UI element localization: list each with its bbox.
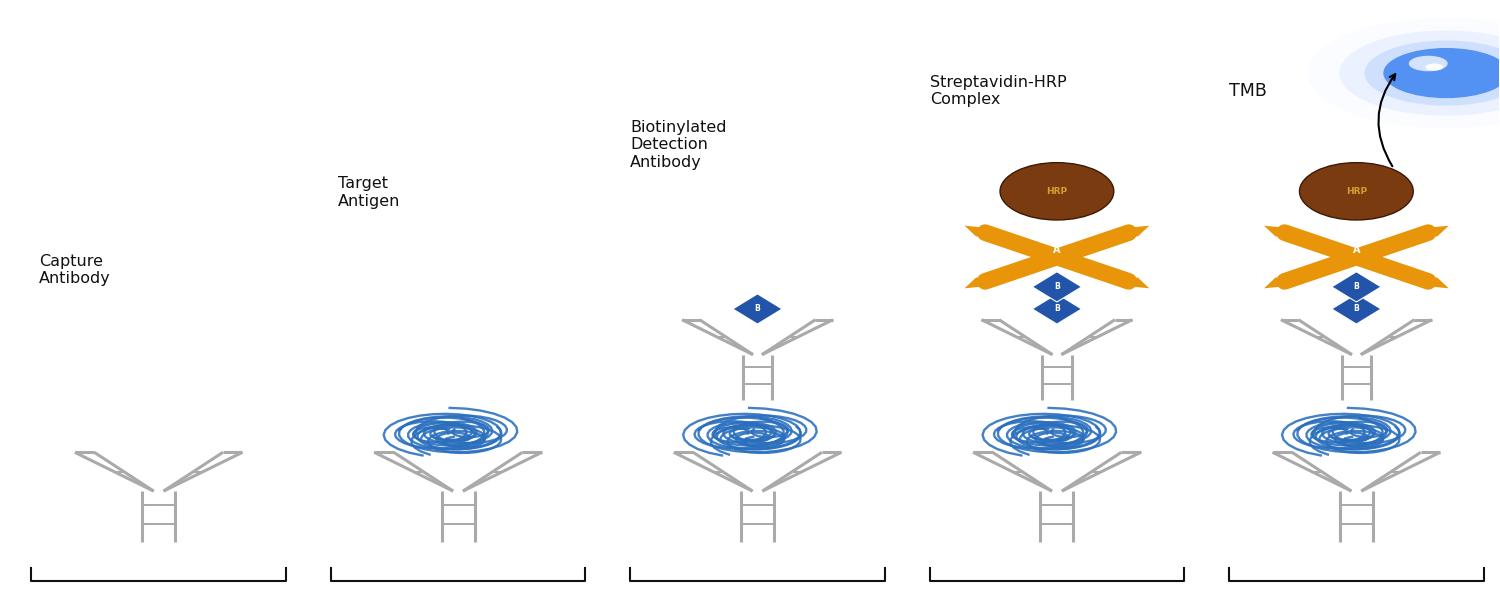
Circle shape xyxy=(1340,31,1500,116)
Text: HRP: HRP xyxy=(1346,187,1366,196)
Text: Biotinylated
Detection
Antibody: Biotinylated Detection Antibody xyxy=(630,120,726,170)
Polygon shape xyxy=(1332,294,1382,324)
Circle shape xyxy=(1425,64,1443,71)
Text: B: B xyxy=(1353,304,1359,313)
Circle shape xyxy=(1365,40,1500,106)
Circle shape xyxy=(1308,18,1500,128)
Text: HRP: HRP xyxy=(1047,187,1068,196)
Text: B: B xyxy=(1054,283,1060,292)
Polygon shape xyxy=(1419,226,1449,237)
Polygon shape xyxy=(1032,272,1082,302)
Polygon shape xyxy=(734,294,782,324)
Polygon shape xyxy=(1419,277,1449,289)
Text: Streptavidin-HRP
Complex: Streptavidin-HRP Complex xyxy=(930,75,1066,107)
Text: B: B xyxy=(1054,304,1060,313)
Polygon shape xyxy=(1264,226,1293,237)
Text: B: B xyxy=(1353,283,1359,292)
Text: A: A xyxy=(1053,245,1060,255)
Polygon shape xyxy=(1120,226,1149,237)
Ellipse shape xyxy=(1299,163,1413,220)
Polygon shape xyxy=(964,226,994,237)
Polygon shape xyxy=(1264,277,1293,289)
Circle shape xyxy=(1408,56,1448,71)
Text: Target
Antigen: Target Antigen xyxy=(339,176,400,209)
Polygon shape xyxy=(1332,272,1382,302)
Text: Capture
Antibody: Capture Antibody xyxy=(39,254,111,286)
Text: A: A xyxy=(1353,245,1360,255)
Polygon shape xyxy=(1032,294,1082,324)
Ellipse shape xyxy=(1000,163,1114,220)
Text: TMB: TMB xyxy=(1228,82,1268,100)
Circle shape xyxy=(1383,48,1500,98)
Text: B: B xyxy=(754,304,760,313)
Polygon shape xyxy=(964,277,994,289)
Polygon shape xyxy=(1120,277,1149,289)
